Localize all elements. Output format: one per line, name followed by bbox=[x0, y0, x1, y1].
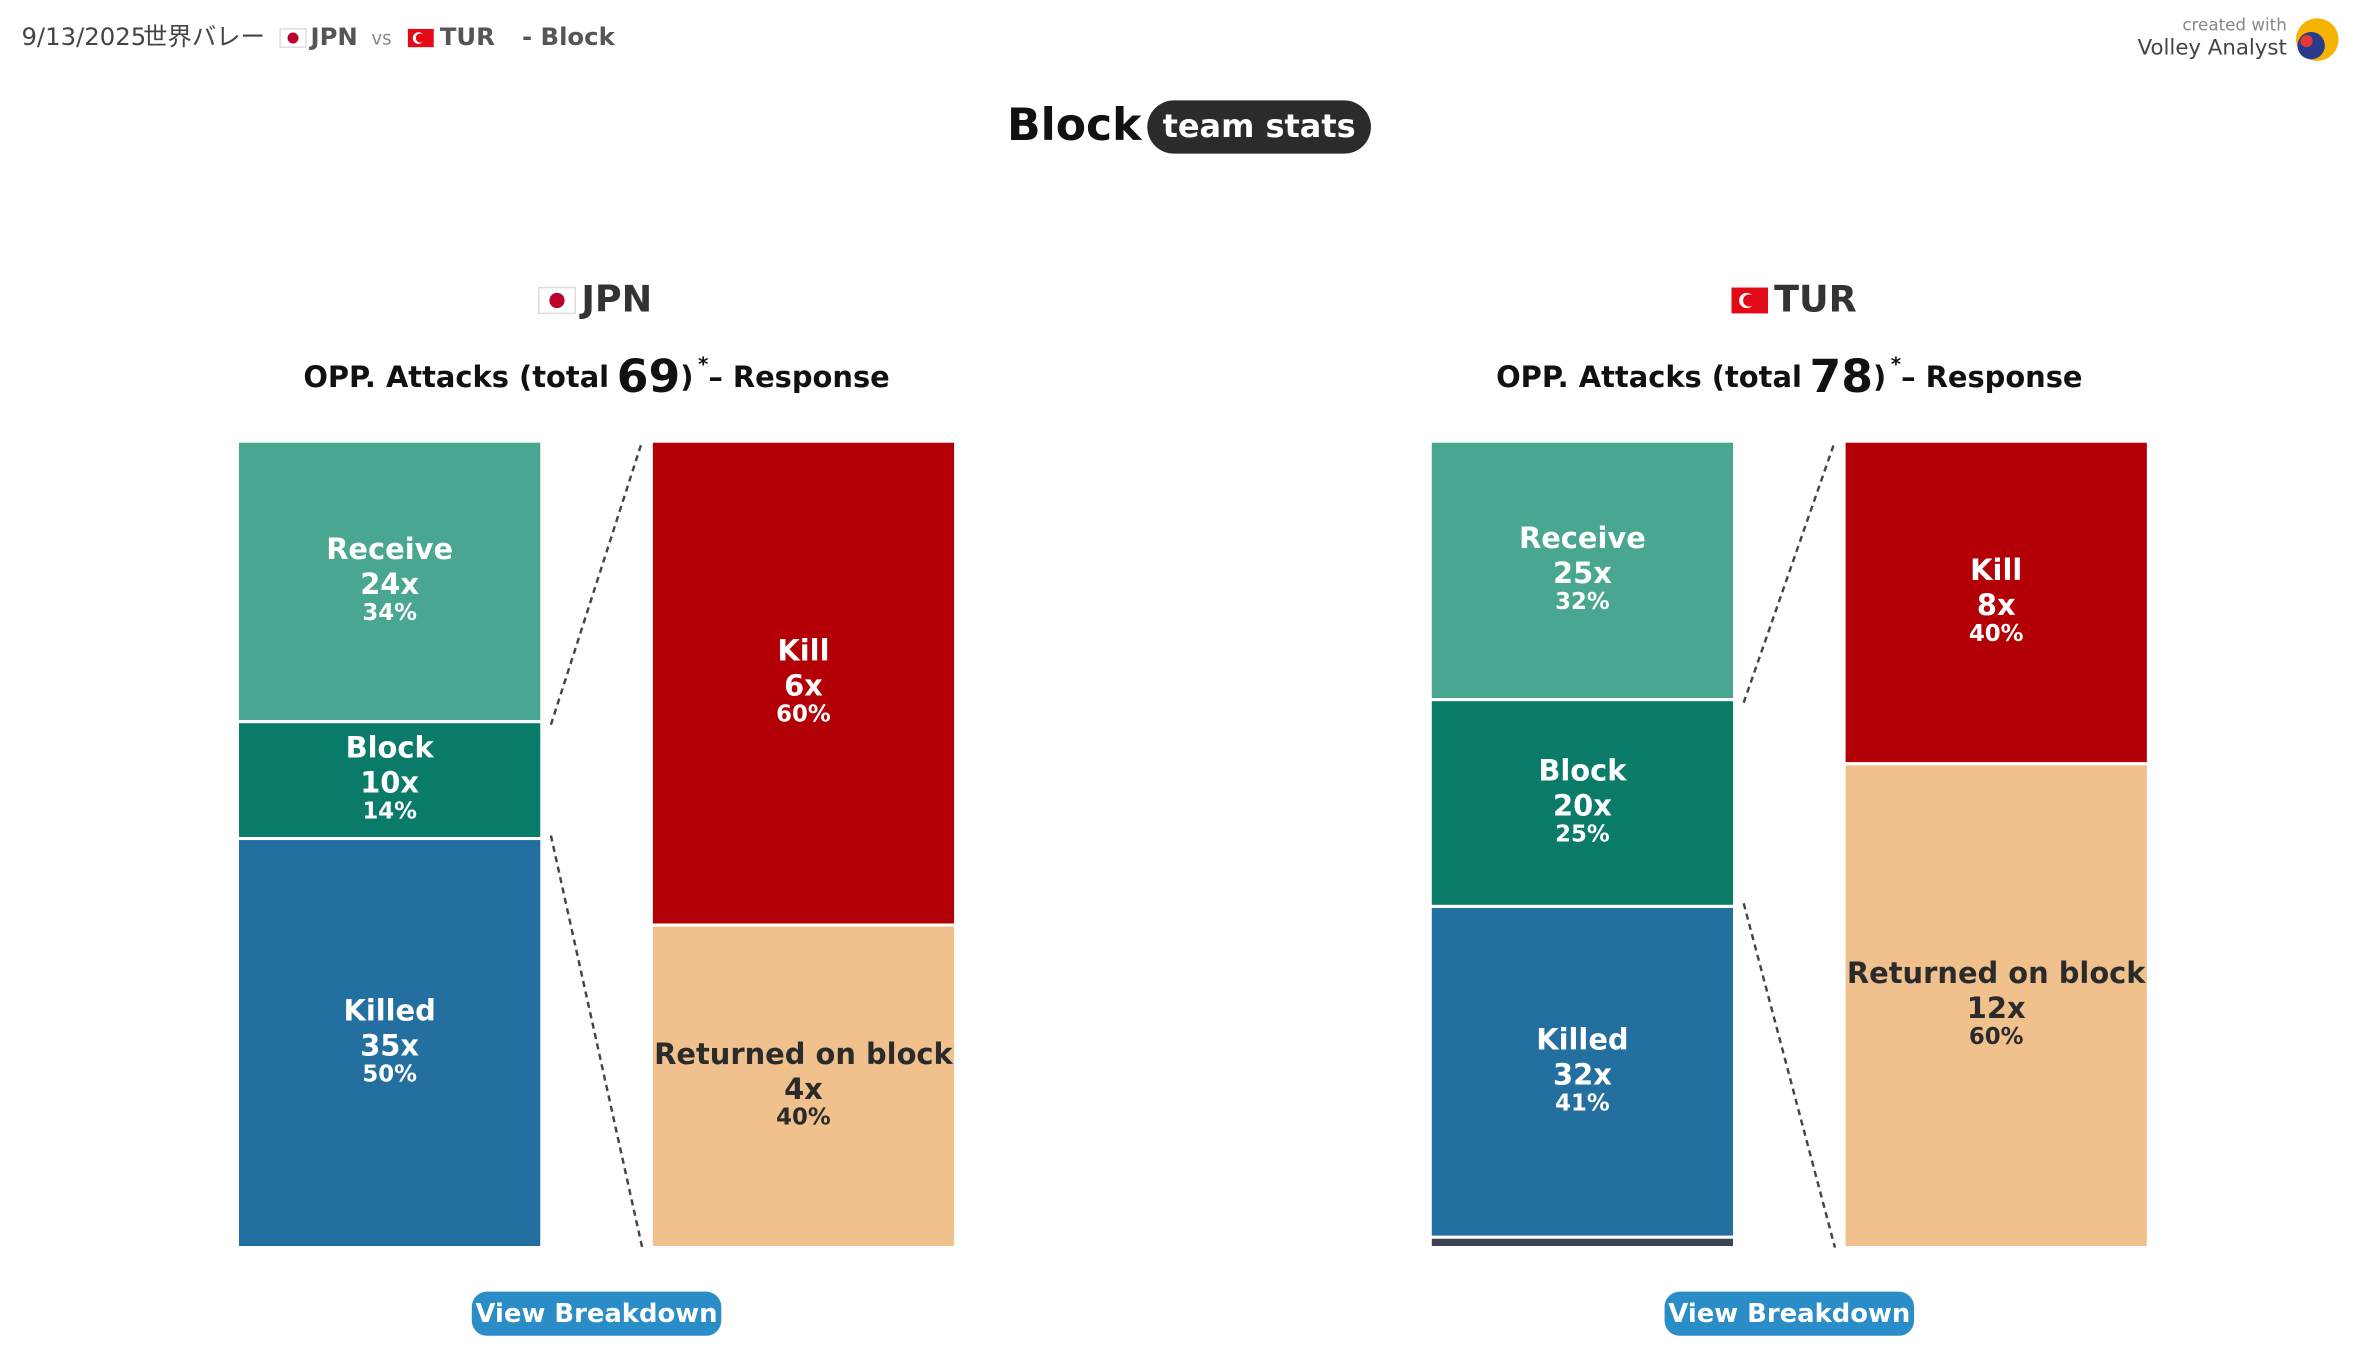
flag-tr-moon-cut bbox=[415, 33, 425, 43]
team-name: JPN bbox=[578, 278, 652, 321]
segment-name: Own Fault bbox=[1501, 1208, 1665, 1242]
subtitle-mark: * bbox=[1891, 353, 1901, 376]
segment-pct: 25% bbox=[1555, 821, 1610, 847]
segment-count: 32x bbox=[1553, 1057, 1612, 1091]
date: 9/13/2025 bbox=[21, 22, 146, 51]
segment-count: 8x bbox=[1977, 588, 2016, 622]
segment-count: 6x bbox=[784, 669, 823, 703]
subtitle: OPP. Attacks (total 69) *– Response bbox=[303, 349, 889, 402]
segment-count: 35x bbox=[360, 1029, 419, 1063]
segment-pct: 40% bbox=[776, 1105, 831, 1131]
segment-pct: 60% bbox=[1969, 1024, 2024, 1050]
bar-segment bbox=[649, 923, 958, 1250]
subtitle-total: 78 bbox=[1809, 349, 1872, 402]
bar-segment bbox=[649, 439, 958, 927]
team-name: TUR bbox=[1774, 278, 1857, 321]
view-breakdown-text[interactable]: View Breakdown bbox=[1668, 1299, 1910, 1329]
segment-name: Kill bbox=[1970, 553, 2022, 587]
team-panel: JPN OPP. Attacks (total 69) *– Response Rece… bbox=[235, 278, 958, 1336]
header: 9/13/2025 世界バレー JPN vs TUR - Block bbox=[21, 22, 615, 51]
badge-text: team stats bbox=[1163, 107, 1356, 145]
connector bbox=[549, 440, 644, 726]
segment-pct: 60% bbox=[776, 702, 831, 728]
team1: JPN bbox=[309, 22, 358, 51]
segment-name: Block bbox=[1538, 754, 1627, 788]
view-breakdown-text[interactable]: View Breakdown bbox=[476, 1299, 718, 1329]
flag-moon-cut bbox=[1743, 294, 1756, 307]
badge bbox=[1147, 100, 1371, 154]
bar-segment bbox=[1428, 904, 1737, 1239]
page-title: Block bbox=[1007, 100, 1143, 151]
subtitle-prefix: OPP. Attacks (total bbox=[303, 360, 609, 394]
segment-pct: 32% bbox=[1555, 589, 1610, 615]
event: 世界バレー bbox=[143, 22, 265, 51]
bar-segment bbox=[1842, 439, 2150, 766]
segment-count: 12x bbox=[1967, 991, 2026, 1025]
segment-count: 10x bbox=[360, 766, 419, 800]
subtitle-close: ) bbox=[680, 360, 693, 394]
subtitle: OPP. Attacks (total 78) *– Response bbox=[1496, 349, 2082, 402]
brand: created with Volley Analyst bbox=[2138, 14, 2339, 61]
flag-dot bbox=[549, 292, 565, 309]
segment-count: 24x bbox=[360, 567, 419, 601]
bar-segment bbox=[1428, 1235, 1737, 1250]
segment-pct: 14% bbox=[362, 799, 417, 825]
segment-count: 1x bbox=[1563, 1243, 1602, 1277]
team2: TUR bbox=[440, 22, 495, 51]
segment-name: Returned on block bbox=[1847, 956, 2146, 990]
subtitle-prefix: OPP. Attacks (total bbox=[1496, 360, 1802, 394]
subtitle-mark: * bbox=[698, 353, 708, 376]
bar-segment bbox=[235, 439, 544, 724]
subtitle-suffix: – Response bbox=[708, 360, 889, 394]
vs: vs bbox=[371, 29, 391, 50]
team-panel: TUR OPP. Attacks (total 78) *– Response Rece… bbox=[1428, 278, 2150, 1336]
bar-segment bbox=[1428, 698, 1737, 908]
bar-segment bbox=[235, 720, 544, 841]
segment-count: 20x bbox=[1553, 789, 1612, 823]
flag-jp-dot bbox=[287, 32, 299, 44]
subtitle-suffix: – Response bbox=[1901, 360, 2082, 394]
connector bbox=[549, 835, 644, 1248]
subtitle-close: ) bbox=[1873, 360, 1886, 394]
bar-segment bbox=[1428, 439, 1737, 702]
segment-name: Kill bbox=[777, 634, 829, 668]
brand-name: Volley Analyst bbox=[2138, 36, 2287, 61]
segment-pct: 34% bbox=[362, 600, 417, 626]
segment-pct: 50% bbox=[362, 1061, 417, 1087]
segment-count: 4x bbox=[784, 1072, 823, 1106]
segment-name: Killed bbox=[343, 994, 435, 1028]
connector bbox=[1742, 440, 1837, 704]
section: - Block bbox=[522, 22, 616, 51]
segment-pct: 40% bbox=[1969, 621, 2024, 647]
segment-pct: 41% bbox=[1555, 1090, 1610, 1116]
subtitle-total: 69 bbox=[617, 349, 681, 402]
bar-segment bbox=[1842, 762, 2150, 1250]
segment-labels: Own Fault1x bbox=[1501, 1208, 1665, 1277]
segment-name: Receive bbox=[326, 532, 453, 566]
view-breakdown-button[interactable] bbox=[1664, 1291, 1915, 1336]
brand-logo-inner bbox=[2297, 31, 2325, 60]
segment-name: Block bbox=[346, 731, 435, 765]
segment-name: Killed bbox=[1536, 1022, 1628, 1056]
connector bbox=[1742, 903, 1837, 1248]
segment-name: Receive bbox=[1519, 521, 1646, 555]
view-breakdown-button[interactable] bbox=[471, 1291, 722, 1336]
brand-created: created with bbox=[2182, 14, 2286, 34]
bar-segment bbox=[235, 837, 544, 1250]
segment-count: 25x bbox=[1553, 556, 1612, 590]
segment-name: Returned on block bbox=[654, 1037, 953, 1071]
brand-logo-dot bbox=[2300, 34, 2313, 48]
